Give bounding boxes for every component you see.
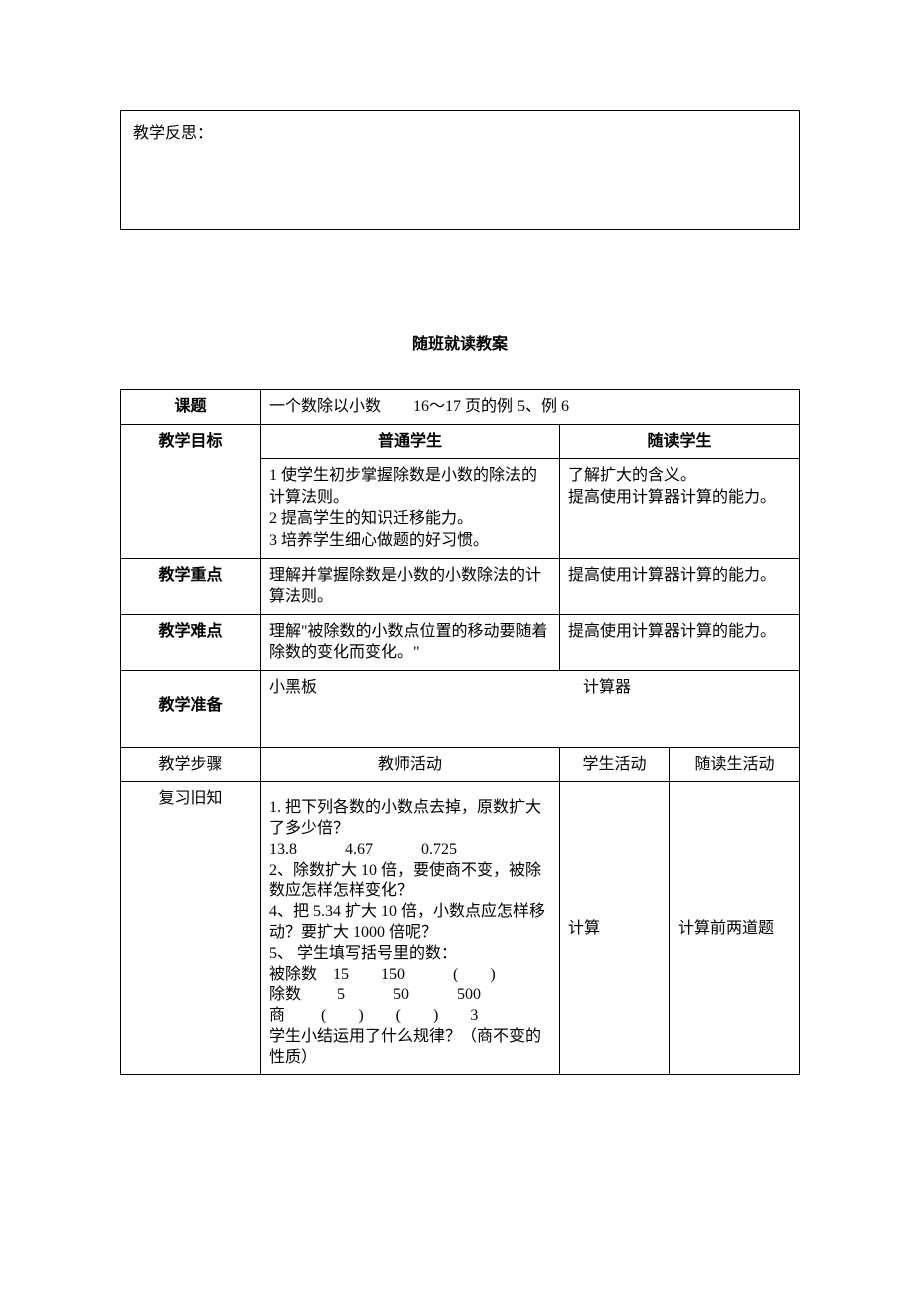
label-objective: 教学目标 <box>121 424 261 558</box>
label-review: 复习旧知 <box>121 782 261 1075</box>
header-student-activity: 学生活动 <box>560 747 670 782</box>
reflection-box: 教学反思： <box>120 110 800 230</box>
table-row: 课题 一个数除以小数 16～17 页的例 5、例 6 <box>121 390 800 425</box>
review-teacher-content: 1. 把下列各数的小数点去掉，原数扩大了多少倍？ 13.8 4.67 0.725… <box>261 782 560 1075</box>
table-row: 教学目标 普通学生 随读学生 <box>121 424 800 459</box>
label-difficulty: 教学难点 <box>121 614 261 670</box>
table-row: 教学步骤 教师活动 学生活动 随读生活动 <box>121 747 800 782</box>
preparation-content: 小黑板 计算器 <box>261 670 800 747</box>
review-student-activity: 计算 <box>560 782 670 1075</box>
label-steps: 教学步骤 <box>121 747 261 782</box>
header-normal-student: 普通学生 <box>261 424 560 459</box>
reflection-label: 教学反思： <box>133 125 213 142</box>
key-accompany: 提高使用计算器计算的能力。 <box>560 558 800 614</box>
topic-content: 一个数除以小数 16～17 页的例 5、例 6 <box>261 390 800 425</box>
review-teacher-text: 1. 把下列各数的小数点去掉，原数扩大了多少倍？ 13.8 4.67 0.725… <box>269 798 551 1068</box>
difficulty-accompany: 提高使用计算器计算的能力。 <box>560 614 800 670</box>
table-row: 教学准备 小黑板 计算器 <box>121 670 800 747</box>
preparation-left: 小黑板 <box>269 679 317 696</box>
table-row: 教学难点 理解"被除数的小数点位置的移动要随着除数的变化而变化。" 提高使用计算… <box>121 614 800 670</box>
lesson-plan-table: 课题 一个数除以小数 16～17 页的例 5、例 6 教学目标 普通学生 随读学… <box>120 389 800 1075</box>
difficulty-normal: 理解"被除数的小数点位置的移动要随着除数的变化而变化。" <box>261 614 560 670</box>
label-key: 教学重点 <box>121 558 261 614</box>
page-container: 教学反思： 随班就读教案 课题 一个数除以小数 16～17 页的例 5、例 6 … <box>0 0 920 1155</box>
label-topic: 课题 <box>121 390 261 425</box>
header-accompany-activity: 随读生活动 <box>670 747 800 782</box>
preparation-right: 计算器 <box>583 679 631 696</box>
header-accompany-student: 随读学生 <box>560 424 800 459</box>
document-title: 随班就读教案 <box>120 330 800 354</box>
label-preparation: 教学准备 <box>121 670 261 747</box>
review-accompany-activity: 计算前两道题 <box>670 782 800 1075</box>
objective-normal: 1 使学生初步掌握除数是小数的除法的计算法则。 2 提高学生的知识迁移能力。 3… <box>261 459 560 558</box>
table-row: 教学重点 理解并掌握除数是小数的小数除法的计算法则。 提高使用计算器计算的能力。 <box>121 558 800 614</box>
objective-accompany: 了解扩大的含义。 提高使用计算器计算的能力。 <box>560 459 800 558</box>
header-teacher-activity: 教师活动 <box>261 747 560 782</box>
key-normal: 理解并掌握除数是小数的小数除法的计算法则。 <box>261 558 560 614</box>
table-row: 复习旧知 1. 把下列各数的小数点去掉，原数扩大了多少倍？ 13.8 4.67 … <box>121 782 800 1075</box>
